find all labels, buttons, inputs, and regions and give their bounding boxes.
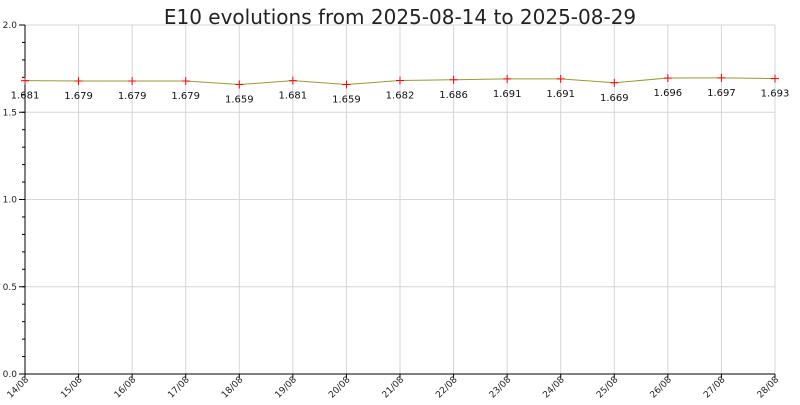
- x-tick-label: 19/08: [274, 375, 300, 400]
- y-tick-label: 2.0: [3, 21, 18, 31]
- data-point-marker: [610, 78, 619, 87]
- y-tick-label: 0.0: [3, 370, 18, 380]
- series-layer: 1.681 1.679 1.679 1.679 1.659 1.681 1.659 1.682…: [11, 73, 790, 106]
- data-point-marker: [21, 76, 29, 85]
- data-label: 1.691: [546, 89, 575, 100]
- data-point-marker: [556, 74, 565, 83]
- data-point-marker: [396, 76, 404, 85]
- x-tick-label: 23/08: [488, 375, 514, 400]
- data-point-marker: [449, 75, 458, 84]
- data-label: 1.679: [171, 91, 200, 102]
- y-tick-label: 0.5: [3, 283, 17, 293]
- x-tick-label: 28/08: [756, 375, 782, 400]
- data-point-marker: [288, 76, 297, 85]
- x-tick-label: 17/08: [166, 375, 192, 400]
- data-label: 1.682: [386, 90, 415, 101]
- data-label: 1.686: [439, 90, 468, 101]
- data-label: 1.659: [332, 95, 361, 106]
- x-tick-label: 18/08: [220, 375, 246, 400]
- data-point-marker: [663, 74, 672, 83]
- x-tick-label: 15/08: [59, 375, 85, 400]
- y-tick-label: 1.0: [3, 196, 18, 206]
- x-tick-label: 26/08: [649, 375, 675, 400]
- data-label: 1.681: [279, 91, 308, 102]
- y-tick-label: 1.5: [3, 108, 17, 118]
- x-tick-label: 20/08: [327, 375, 353, 400]
- data-point-marker: [503, 74, 512, 83]
- data-point-marker: [342, 80, 351, 89]
- data-label: 1.697: [707, 88, 736, 99]
- data-point-marker: [128, 77, 137, 86]
- data-point-marker: [771, 74, 779, 83]
- data-label: 1.693: [761, 89, 790, 100]
- x-tick-label: 22/08: [434, 375, 460, 400]
- y-tick-labels: 0.0 0.5 1.0 1.5 2.0: [3, 21, 18, 380]
- data-point-marker: [181, 77, 190, 86]
- x-tick-label: 24/08: [541, 375, 567, 400]
- data-label: 1.669: [600, 93, 629, 104]
- data-label: 1.681: [11, 91, 40, 102]
- x-tick-label: 21/08: [381, 375, 407, 400]
- x-tick-label: 25/08: [595, 375, 621, 400]
- data-point-marker: [235, 80, 244, 89]
- data-label: 1.659: [225, 95, 254, 106]
- data-point-marker: [717, 73, 726, 82]
- data-label: 1.679: [118, 91, 147, 102]
- x-tick-label: 16/08: [113, 375, 139, 400]
- data-label: 1.696: [654, 88, 683, 99]
- x-tick-label: 27/08: [702, 375, 728, 400]
- x-tick-labels: 14/08 15/08 16/08 17/08 18/08 19/08 20/08 21/08…: [6, 375, 782, 401]
- data-point-marker: [74, 77, 83, 86]
- data-label: 1.691: [493, 89, 522, 100]
- data-label: 1.679: [64, 91, 93, 102]
